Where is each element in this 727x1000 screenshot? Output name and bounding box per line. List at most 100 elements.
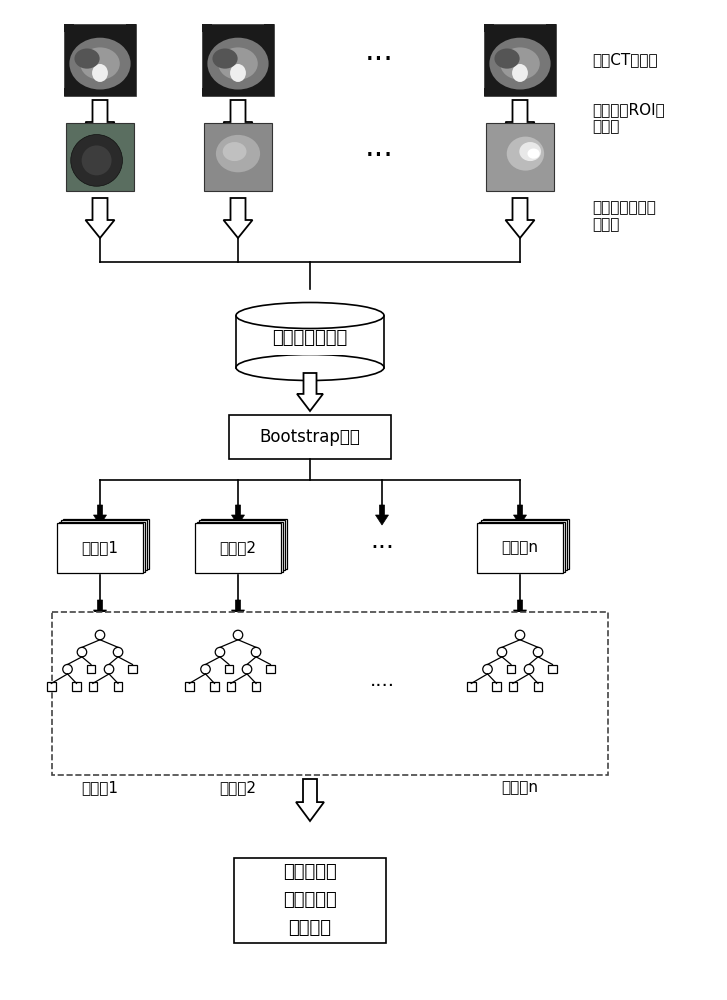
Polygon shape [296,779,324,821]
Polygon shape [505,100,534,140]
Text: Bootstrap抽样: Bootstrap抽样 [260,428,361,446]
Text: 肝脏CT数据集: 肝脏CT数据集 [592,52,658,68]
Bar [210,682,219,691]
Bar [484,88,494,96]
Bar [61,520,147,570]
Ellipse shape [236,355,384,380]
Polygon shape [505,198,534,238]
Bar [234,857,386,942]
Circle shape [233,630,243,640]
Circle shape [113,647,123,657]
Ellipse shape [69,38,131,90]
Polygon shape [231,600,244,620]
Bar [47,682,55,691]
Text: 训练集2: 训练集2 [220,540,257,556]
Bar [481,520,567,570]
Bar [546,88,556,96]
Circle shape [63,664,72,674]
Circle shape [77,647,87,657]
Ellipse shape [236,302,384,328]
Ellipse shape [92,64,108,82]
Bar [264,88,274,96]
Circle shape [215,647,225,657]
Text: 决策树n: 决策树n [502,780,539,796]
Circle shape [95,630,105,640]
Ellipse shape [500,47,540,80]
Bar [128,665,137,673]
Text: ....: .... [369,670,395,690]
Ellipse shape [512,64,528,82]
Text: 肝脏病变ROI区
域提取: 肝脏病变ROI区 域提取 [592,102,664,134]
Polygon shape [513,600,526,620]
Bar [252,682,260,691]
Text: 训练集1: 训练集1 [81,540,119,556]
Bar [546,24,556,32]
Ellipse shape [222,142,246,161]
Text: 提取病变区域特
征向量: 提取病变区域特 征向量 [592,200,656,232]
Bar [548,665,557,673]
Bar [236,316,383,355]
Bar [229,415,391,459]
Text: 决策树1: 决策树1 [81,780,119,796]
Bar [66,123,134,191]
Bar [477,523,563,573]
Bar [52,612,608,775]
Circle shape [515,630,525,640]
Polygon shape [86,100,114,140]
Circle shape [534,647,543,657]
Text: ···: ··· [364,45,393,75]
Ellipse shape [80,47,120,80]
Polygon shape [94,600,106,620]
Bar [484,24,494,32]
Bar [202,88,212,96]
Bar [185,682,193,691]
Text: 决策树2: 决策树2 [220,780,257,796]
Bar [195,523,281,573]
Text: 训练集n: 训练集n [502,540,539,556]
Ellipse shape [489,38,550,90]
Circle shape [252,647,261,657]
Ellipse shape [212,48,238,69]
Polygon shape [86,198,114,238]
Ellipse shape [230,64,246,82]
Bar [507,665,515,673]
Bar [59,522,145,572]
Polygon shape [513,505,526,525]
Text: ···: ··· [364,142,393,172]
Bar [87,665,95,673]
Circle shape [524,664,534,674]
Ellipse shape [218,47,258,80]
Bar [492,682,501,691]
Ellipse shape [528,148,539,159]
Bar [113,682,122,691]
Circle shape [81,145,111,175]
Bar [202,24,212,32]
Bar [483,518,569,568]
Bar [508,682,517,691]
Ellipse shape [494,48,520,69]
Polygon shape [376,505,388,525]
Bar [534,682,542,691]
Bar [64,24,136,96]
Text: 肝脏特征数据集: 肝脏特征数据集 [273,329,348,347]
Bar [64,88,74,96]
Bar [63,518,149,568]
Ellipse shape [207,38,268,90]
Bar [264,24,274,32]
Text: ···: ··· [370,536,394,560]
Bar [479,522,565,572]
Polygon shape [223,198,252,238]
Polygon shape [94,505,106,525]
Ellipse shape [216,135,260,172]
Bar [225,665,233,673]
Text: 随机森林局
部病变识别
决策模型: 随机森林局 部病变识别 决策模型 [283,863,337,937]
Circle shape [242,664,252,674]
Bar [484,24,556,96]
Ellipse shape [519,142,541,161]
Bar [467,682,475,691]
Ellipse shape [74,48,100,69]
Bar [486,123,554,191]
Bar [57,523,143,573]
Circle shape [71,135,122,186]
Bar [64,24,74,32]
